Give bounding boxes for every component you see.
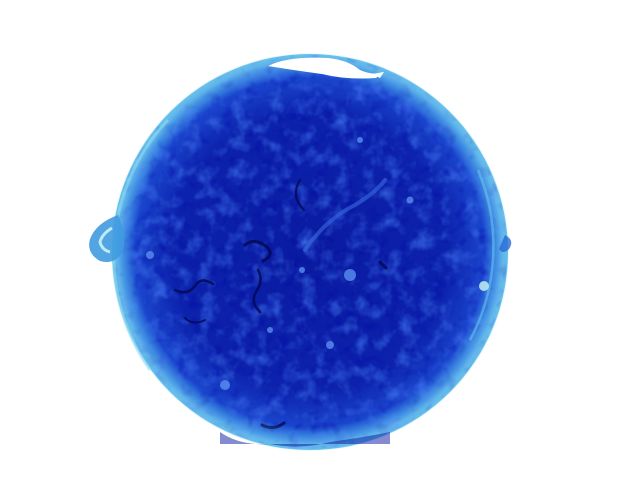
east-limb-highlight <box>468 169 495 341</box>
limb-bright-point <box>479 281 489 291</box>
limb-glow <box>111 53 509 451</box>
prominence-west <box>89 215 125 262</box>
top-edge-artifact <box>268 57 382 79</box>
bottom-edge <box>220 432 390 447</box>
prominence-east <box>499 235 512 252</box>
